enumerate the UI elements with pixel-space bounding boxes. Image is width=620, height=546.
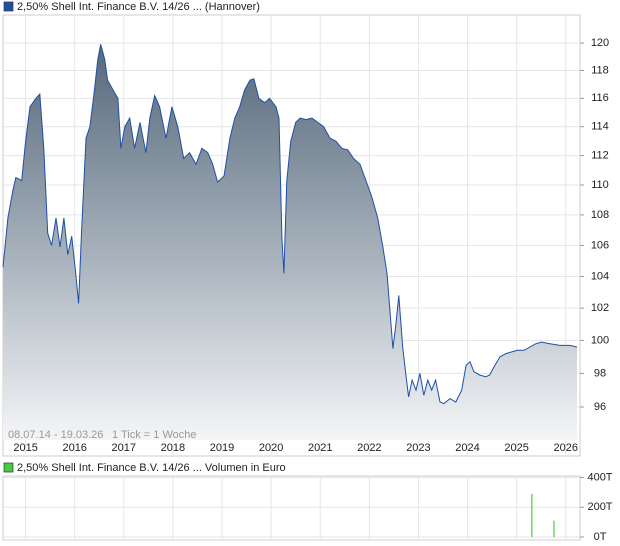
y-tick-label: 104 xyxy=(591,270,609,282)
x-tick-label: 2017 xyxy=(112,442,136,454)
legend-label: 2,50% Shell Int. Finance B.V. 14/26 ... … xyxy=(17,1,260,13)
tick-note: 1 Tick = 1 Woche xyxy=(112,429,196,441)
x-tick-label: 2022 xyxy=(357,442,381,454)
y-tick-label: 110 xyxy=(591,179,609,191)
x-tick-label: 2015 xyxy=(13,442,37,454)
y-tick-label: 200T xyxy=(587,501,612,513)
y-tick-label: 120 xyxy=(591,37,609,49)
y-tick-label: 116 xyxy=(591,92,609,104)
x-tick-label: 2021 xyxy=(308,442,332,454)
x-tick-label: 2024 xyxy=(455,442,479,454)
y-tick-label: 112 xyxy=(591,149,609,161)
x-tick-label: 2020 xyxy=(259,442,283,454)
volume-bar xyxy=(531,493,533,537)
price-area xyxy=(3,44,578,441)
volume-plot-frame xyxy=(2,475,581,541)
y-tick-label: 400T xyxy=(587,471,612,483)
x-tick-label: 2016 xyxy=(62,442,86,454)
y-tick-label: 0T xyxy=(594,531,607,543)
x-tick-label: 2019 xyxy=(210,442,234,454)
x-tick-label: 2025 xyxy=(504,442,528,454)
y-tick-label: 108 xyxy=(591,209,609,221)
y-tick-label: 114 xyxy=(591,121,609,133)
price-line xyxy=(2,44,578,405)
y-tick-label: 118 xyxy=(591,64,609,76)
legend-swatch xyxy=(3,1,14,12)
y-tick-label: 96 xyxy=(594,401,606,413)
legend-swatch xyxy=(3,462,14,473)
date-range: 08.07.14 - 19.03.26 xyxy=(8,429,103,441)
y-tick-label: 100 xyxy=(591,334,609,346)
y-tick-label: 102 xyxy=(591,302,609,314)
x-tick-label: 2023 xyxy=(406,442,430,454)
legend-label: 2,50% Shell Int. Finance B.V. 14/26 ... … xyxy=(17,462,286,474)
y-tick-label: 106 xyxy=(591,239,609,251)
y-tick-label: 98 xyxy=(594,367,606,379)
x-tick-label: 2026 xyxy=(554,442,578,454)
volume-bar xyxy=(553,520,555,537)
x-tick-label: 2018 xyxy=(161,442,185,454)
